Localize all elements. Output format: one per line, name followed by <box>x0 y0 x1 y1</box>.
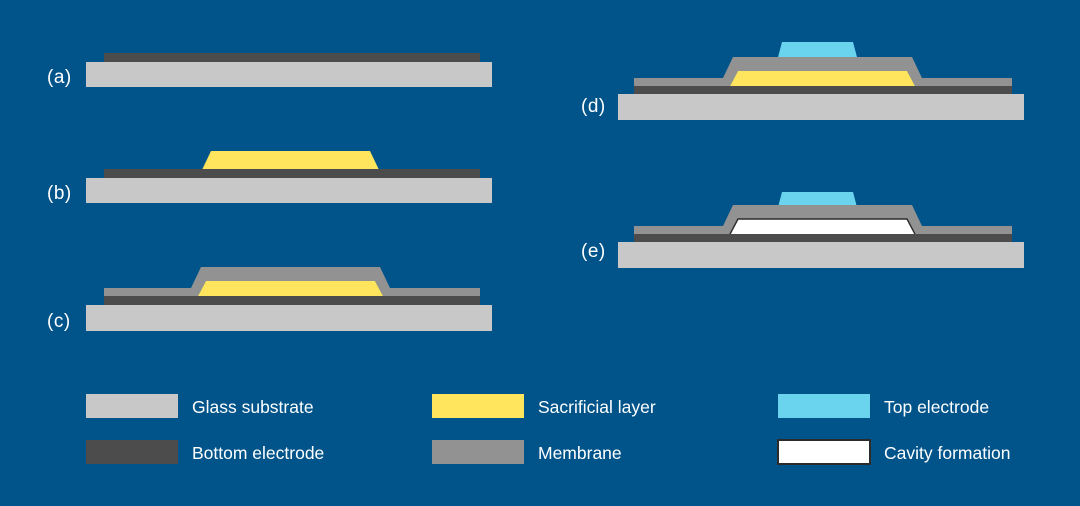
panel-e-membrane <box>634 205 1012 236</box>
panel-b: (b) <box>47 151 492 204</box>
legend-swatch-glass-substrate <box>86 394 178 418</box>
legend-label-top-electrode: Top electrode <box>884 397 989 417</box>
panel-d-glass-substrate <box>618 94 1024 120</box>
panel-d-label: (d) <box>581 96 606 117</box>
panel-b-bottom-electrode <box>104 169 480 180</box>
panel-d-top-electrode <box>777 42 858 61</box>
legend-item-bottom-electrode: Bottom electrode <box>86 440 324 464</box>
panel-c-label: (c) <box>47 311 71 332</box>
legend-swatch-bottom-electrode <box>86 440 178 464</box>
panel-c-bottom-electrode <box>104 296 480 306</box>
panel-b-sacrificial-layer <box>201 151 380 172</box>
panel-e-bottom-electrode <box>634 234 1012 244</box>
panel-b-glass-substrate <box>86 178 492 203</box>
legend-item-glass-substrate: Glass substrate <box>86 394 314 418</box>
panel-a-label: (a) <box>47 67 72 88</box>
panel-e-label: (e) <box>581 241 606 262</box>
legend-item-sacrificial-layer: Sacrificial layer <box>432 394 656 418</box>
legend-label-membrane: Membrane <box>538 443 622 463</box>
panel-d: (d) <box>581 42 1024 120</box>
panel-c-glass-substrate <box>86 305 492 331</box>
panel-e: (e) <box>581 192 1024 268</box>
legend-label-glass-substrate: Glass substrate <box>192 397 314 417</box>
legend-swatch-membrane <box>432 440 524 464</box>
legend-swatch-cavity-formation <box>777 439 871 465</box>
panel-c-sacrificial-layer <box>197 281 384 298</box>
panel-d-membrane <box>634 57 1012 88</box>
panel-c: (c) <box>47 267 492 332</box>
legend-label-cavity-formation: Cavity formation <box>884 443 1010 463</box>
panel-e-cavity-formation <box>727 218 918 237</box>
panel-a-bottom-electrode <box>104 53 480 64</box>
legend-swatch-top-electrode <box>778 394 870 418</box>
panel-a: (a) <box>47 53 492 88</box>
legend: Glass substrate Bottom electrode Sacrifi… <box>86 394 1010 465</box>
legend-label-bottom-electrode: Bottom electrode <box>192 443 324 463</box>
legend-item-cavity-formation: Cavity formation <box>777 439 1010 465</box>
panel-d-sacrificial-layer <box>729 71 916 88</box>
legend-item-top-electrode: Top electrode <box>778 394 989 418</box>
panel-b-label: (b) <box>47 183 72 204</box>
panel-e-glass-substrate <box>618 242 1024 268</box>
legend-item-membrane: Membrane <box>432 440 622 464</box>
panel-d-bottom-electrode <box>634 86 1012 96</box>
legend-swatch-sacrificial-layer <box>432 394 524 418</box>
legend-label-sacrificial-layer: Sacrificial layer <box>538 397 656 417</box>
panel-c-membrane <box>104 267 480 298</box>
panel-a-glass-substrate <box>86 62 492 87</box>
